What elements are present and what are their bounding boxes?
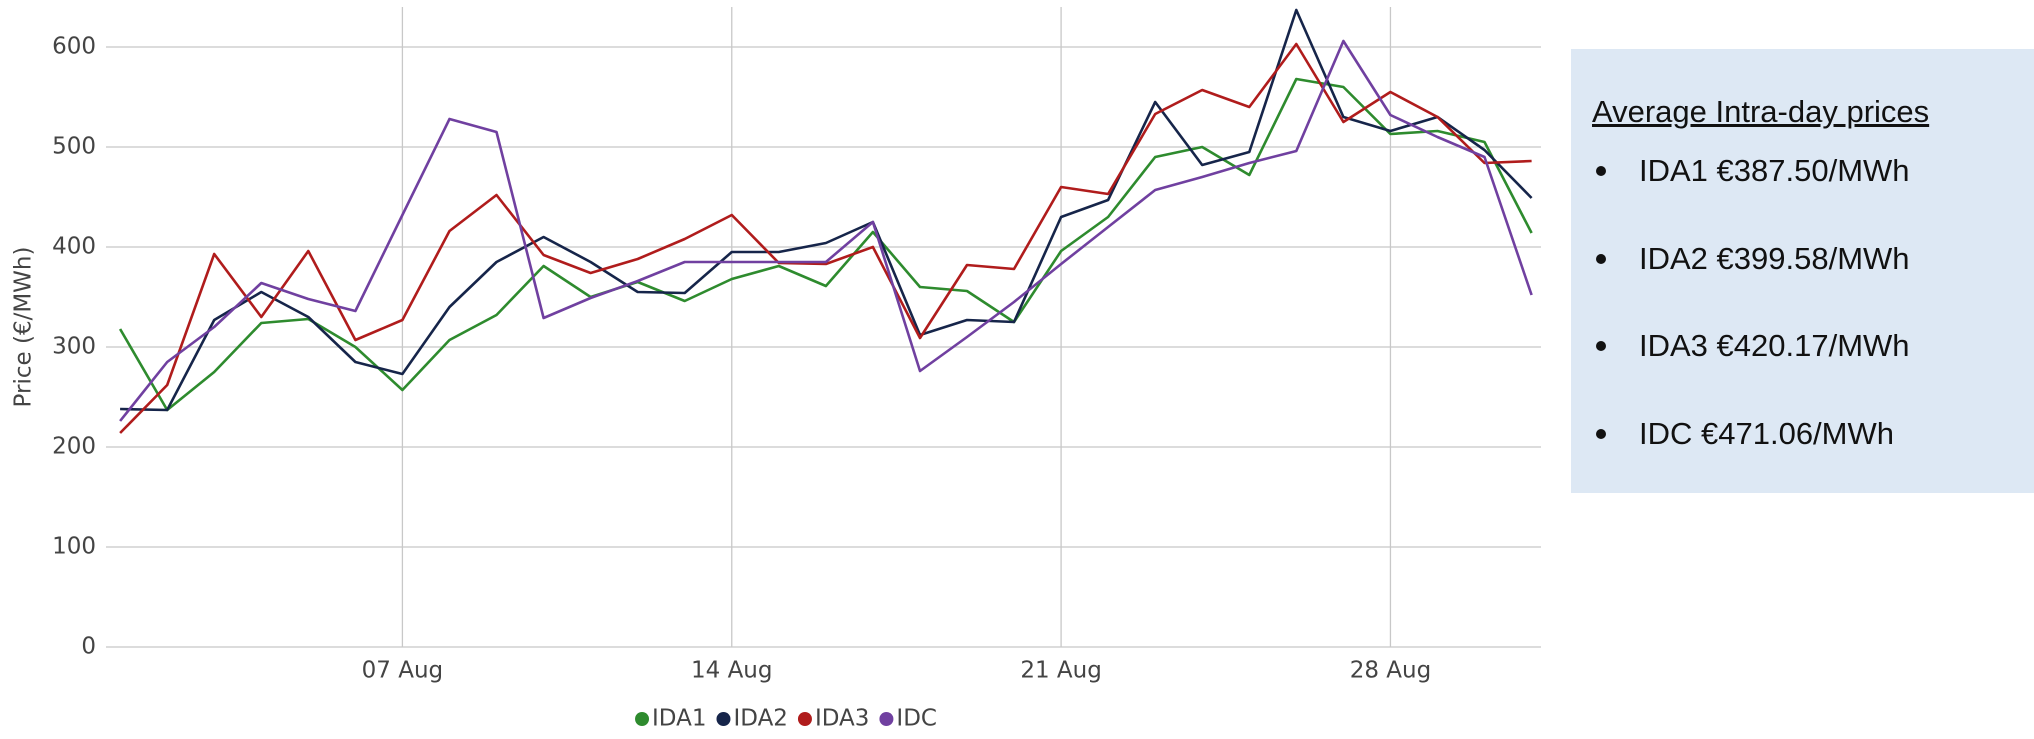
series-line — [118, 77, 1533, 412]
legend-label: IDA2 — [733, 706, 787, 732]
legend-label: IDA3 — [815, 706, 869, 732]
bullet — [1596, 341, 1606, 351]
legend-label: IDC — [896, 706, 937, 732]
y-axis-label: Price (€/MWh) — [11, 247, 37, 408]
panel-item-text: IDA2 €399.58/MWh — [1639, 240, 1910, 276]
series-line — [120, 8, 1533, 412]
bullet — [1596, 428, 1606, 439]
y-tick-label: 400 — [52, 234, 96, 260]
legend: IDA1 IDA2 IDA3 IDC — [635, 706, 937, 732]
series-line — [119, 42, 1532, 434]
summary-panel: Average Intra-day prices IDA1 €387.50/MW… — [1571, 49, 2034, 493]
panel-item-text: IDC €471.06/MWh — [1639, 415, 1894, 451]
x-tick-label: 21 Aug — [1020, 658, 1102, 684]
bullet — [1596, 253, 1606, 264]
legend-marker — [879, 712, 894, 726]
y-tick-label: 300 — [52, 334, 96, 360]
panel-title: Average Intra-day prices — [1592, 94, 1930, 129]
y-tick-label: 500 — [52, 134, 96, 160]
chart: Price (€/MWh) 0 100 200 300 400 500 600 07 Aug 1… — [11, 7, 1541, 732]
y-tick-label: 0 — [81, 634, 96, 660]
y-tick-label: 100 — [52, 534, 96, 560]
panel-item-text: IDA1 €387.50/MWh — [1639, 153, 1910, 188]
panel-item-text: IDA3 €420.17/MWh — [1639, 328, 1910, 363]
legend-marker — [797, 712, 812, 726]
x-tick-label: 07 Aug — [362, 658, 444, 684]
y-tick-label: 600 — [52, 34, 96, 60]
series-line — [119, 39, 1533, 422]
legend-label: IDA1 — [652, 706, 706, 732]
x-tick-label: 28 Aug — [1350, 658, 1432, 684]
legend-marker — [716, 712, 731, 726]
x-tick-label: 14 Aug — [691, 658, 773, 684]
y-tick-label: 200 — [52, 434, 96, 460]
bullet — [1596, 166, 1606, 176]
legend-marker — [635, 712, 650, 726]
